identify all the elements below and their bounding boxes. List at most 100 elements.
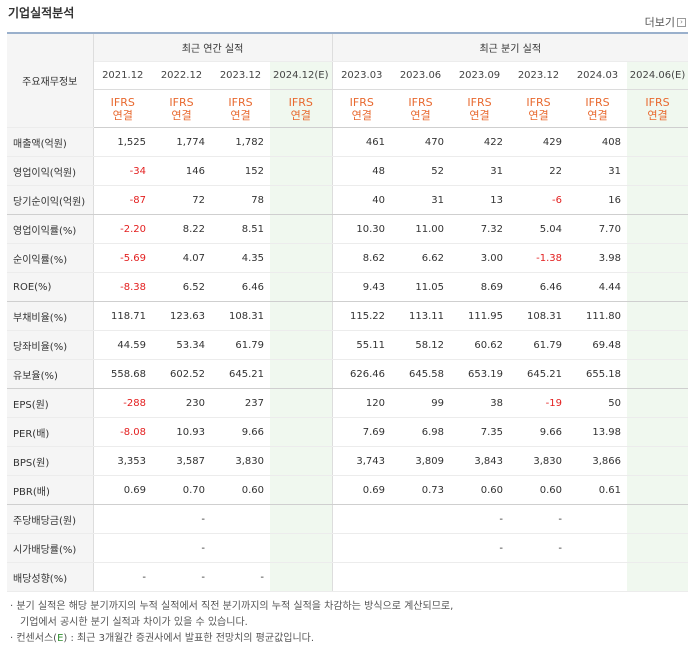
ifrs-line1: IFRS <box>526 95 551 109</box>
table-cell: 13.98 <box>568 417 627 447</box>
row-label: 순이익률(%) <box>7 243 94 273</box>
table-cell <box>270 475 333 505</box>
table-cell <box>270 417 333 447</box>
table-cell <box>332 562 391 592</box>
table-row: PER(배) -8.08 10.93 9.66 7.69 6.98 7.35 9.66 13.9… <box>7 417 688 447</box>
table-cell <box>627 359 688 389</box>
table-cell: 3,743 <box>332 446 391 476</box>
row-label: ROE(%) <box>7 272 94 302</box>
row-label: 당기순이익(억원) <box>7 185 94 215</box>
ifrs-line2: 연결 <box>351 108 372 122</box>
table-cell: 1,525 <box>93 127 152 157</box>
table-cell <box>332 504 391 534</box>
row-label: EPS(원) <box>7 388 94 418</box>
financial-table-body: 매출액(억원) 1,525 1,774 1,782 461 470 422 429 408 영업이… <box>7 127 688 592</box>
ifrs-line2: 연결 <box>647 108 668 122</box>
table-cell: 60.62 <box>450 330 509 360</box>
table-cell <box>270 127 333 157</box>
table-cell: 3.98 <box>568 243 627 273</box>
table-cell: 152 <box>211 156 270 186</box>
table-cell: 0.60 <box>211 475 270 505</box>
table-cell: 22 <box>509 156 568 186</box>
table-cell <box>627 272 688 302</box>
table-cell: 38 <box>450 388 509 418</box>
ifrs-line1: IFRS <box>467 95 492 109</box>
table-cell: 120 <box>332 388 391 418</box>
table-cell: 645.21 <box>509 359 568 389</box>
table-cell: -5.69 <box>93 243 152 273</box>
ifrs-line2: 연결 <box>410 108 431 122</box>
ifrs-line2: 연결 <box>230 108 251 122</box>
table-cell: 408 <box>568 127 627 157</box>
ifrs-label: IFRS 연결 <box>627 89 688 128</box>
table-cell: 7.69 <box>332 417 391 447</box>
table-cell <box>627 417 688 447</box>
table-cell: 0.69 <box>332 475 391 505</box>
table-cell: 113.11 <box>391 301 450 331</box>
table-cell <box>270 504 333 534</box>
table-cell <box>270 562 333 592</box>
table-cell: 7.32 <box>450 214 509 244</box>
ifrs-line2: 연결 <box>528 108 549 122</box>
footnote-1-cont: 기업에서 공시한 분기 실적과 차이가 있을 수 있습니다. <box>20 617 248 628</box>
table-cell: 31 <box>568 156 627 186</box>
table-cell: 58.12 <box>391 330 450 360</box>
table-cell: 237 <box>211 388 270 418</box>
table-cell: 0.61 <box>568 475 627 505</box>
table-cell: 55.11 <box>332 330 391 360</box>
more-label: 더보기 <box>644 16 675 29</box>
table-cell: 10.93 <box>152 417 211 447</box>
table-row: 당기순이익(억원) -87 72 78 40 31 13 -6 16 <box>7 185 688 215</box>
table-cell: 52 <box>391 156 450 186</box>
table-cell: 653.19 <box>450 359 509 389</box>
ifrs-label: IFRS 연결 <box>332 89 391 128</box>
table-cell: 31 <box>450 156 509 186</box>
table-row: EPS(원) -288 230 237 120 99 38 -19 50 <box>7 388 688 418</box>
table-cell <box>332 533 391 563</box>
period-header: 2023.06 <box>391 61 450 90</box>
table-row: 배당성향(%) - - - <box>7 562 688 592</box>
table-cell: 11.05 <box>391 272 450 302</box>
table-cell: 50 <box>568 388 627 418</box>
table-cell <box>627 446 688 476</box>
table-cell: - <box>509 504 568 534</box>
table-cell <box>627 388 688 418</box>
table-cell: 44.59 <box>93 330 152 360</box>
table-cell: 4.44 <box>568 272 627 302</box>
table-cell <box>391 562 450 592</box>
table-cell <box>270 330 333 360</box>
table-cell: 11.00 <box>391 214 450 244</box>
table-cell: 8.22 <box>152 214 211 244</box>
ifrs-line1: IFRS <box>110 95 135 109</box>
table-row: ROE(%) -8.38 6.52 6.46 9.43 11.05 8.69 6.46 4.44 <box>7 272 688 302</box>
table-cell: -8.08 <box>93 417 152 447</box>
row-label: 당좌비율(%) <box>7 330 94 360</box>
period-header-row: 2021.12 2022.12 2023.12 2024.12(E) 2023.03 20… <box>7 61 688 90</box>
ifrs-line1: IFRS <box>288 95 313 109</box>
table-cell: 31 <box>391 185 450 215</box>
table-cell: 9.43 <box>332 272 391 302</box>
table-cell <box>270 156 333 186</box>
table-cell: 61.79 <box>211 330 270 360</box>
table-cell <box>627 330 688 360</box>
table-cell: 16 <box>568 185 627 215</box>
ifrs-line1: IFRS <box>169 95 194 109</box>
section-title: 기업실적분석 <box>8 6 75 20</box>
table-row: 당좌비율(%) 44.59 53.34 61.79 55.11 58.12 60.62 61.… <box>7 330 688 360</box>
period-header: 2024.03 <box>568 61 627 90</box>
table-cell: 0.69 <box>93 475 152 505</box>
row-label: 매출액(억원) <box>7 127 94 157</box>
table-cell <box>93 504 152 534</box>
table-cell <box>270 301 333 331</box>
ifrs-line1: IFRS <box>408 95 433 109</box>
ifrs-label: IFRS 연결 <box>152 89 211 128</box>
period-header: 2023.03 <box>332 61 391 90</box>
table-cell <box>93 533 152 563</box>
table-row: 부채비율(%) 118.71 123.63 108.31 115.22 113.11 111… <box>7 301 688 331</box>
ifrs-line1: IFRS <box>645 95 670 109</box>
table-cell: 118.71 <box>93 301 152 331</box>
more-link[interactable]: 더보기 › <box>645 14 686 30</box>
table-cell: 230 <box>152 388 211 418</box>
row-label: 주당배당금(원) <box>7 504 94 534</box>
ifrs-label: IFRS 연결 <box>509 89 568 128</box>
